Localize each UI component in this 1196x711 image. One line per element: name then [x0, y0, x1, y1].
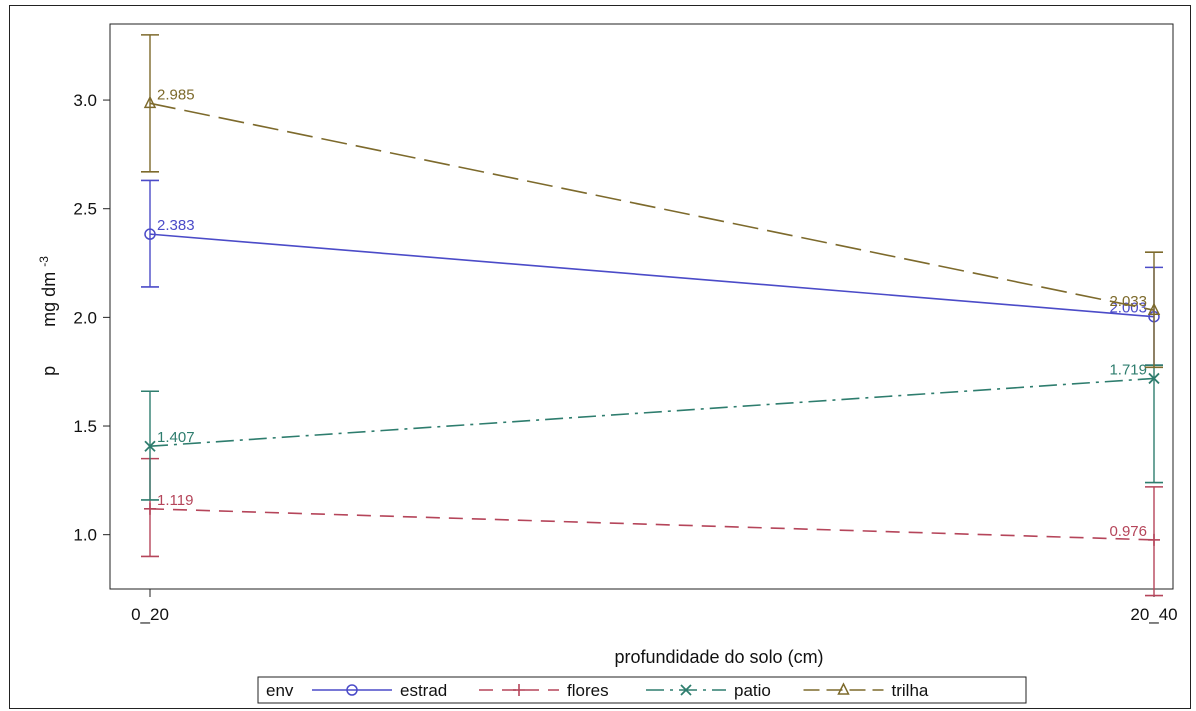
series-estrad: 2.383 2.003 [141, 179, 1163, 366]
y-axis-title: p mg dm -3 [37, 256, 59, 376]
series-patio: 1.407 1.719 [141, 361, 1163, 501]
legend-item-patio: patio [646, 681, 771, 700]
data-label-patio: 1.719 [1109, 361, 1147, 378]
legend-marker-flores [513, 684, 525, 696]
legend-marker-patio [680, 684, 692, 696]
x-axis-title: profundidade do solo (cm) [614, 647, 823, 667]
point-marker-flores [144, 502, 156, 515]
x-marker-b [680, 684, 692, 696]
legend-item-estrad: estrad [312, 681, 447, 700]
y-axis-unit-exponent: -3 [37, 256, 51, 267]
legend-item-flores: flores [479, 681, 609, 700]
legend-label-estrad: estrad [400, 681, 447, 700]
triangle-marker-shape [143, 95, 157, 109]
plot-area-border [109, 23, 1174, 590]
point-marker-patio [144, 440, 156, 452]
point-marker-trilha [1147, 302, 1161, 315]
data-label-trilha: 2.985 [157, 86, 195, 103]
data-label-trilha: 2.033 [1109, 293, 1147, 310]
data-label-estrad: 2.003 [1109, 300, 1147, 317]
legend-marker-estrad [346, 684, 358, 696]
error-bar-patio [1145, 364, 1163, 484]
x-tick-label: 0_20 [131, 605, 169, 624]
series-line-patio [149, 377, 1155, 448]
x-axis: 0_20 20_40 [131, 589, 1178, 624]
point-marker-patio [1148, 372, 1160, 385]
triangle-marker-shape [1147, 302, 1161, 315]
legend: env estrad flores patio trilha [257, 676, 1027, 704]
point-marker-flores [1148, 533, 1160, 546]
point-marker-estrad [144, 228, 156, 240]
data-label-flores: 1.119 [157, 492, 193, 509]
legend-label-patio: patio [734, 681, 771, 700]
x-tick-label: 20_40 [1130, 605, 1177, 624]
triangle-marker-shape [837, 682, 850, 695]
legend-label-flores: flores [567, 681, 609, 700]
series-line-estrad [149, 233, 1155, 318]
y-axis: 1.0 1.5 2.0 2.5 3.0 [73, 91, 110, 545]
y-tick-label: 2.0 [73, 308, 97, 327]
x-marker-b [1148, 372, 1160, 385]
data-label-estrad: 2.383 [157, 217, 195, 234]
y-tick-label: 2.5 [73, 200, 97, 219]
legend-item-trilha: trilha [803, 681, 929, 700]
series-flores: 1.119 0.976 [141, 457, 1163, 597]
y-tick-label: 1.0 [73, 526, 97, 545]
data-label-patio: 1.407 [157, 429, 195, 446]
series-line-trilha [149, 102, 1155, 311]
error-bar-estrad [141, 179, 159, 288]
svg-text:p mg dm -3: p mg dm -3 [37, 256, 59, 376]
y-tick-label: 3.0 [73, 91, 97, 110]
data-label-flores: 0.976 [1109, 523, 1147, 540]
point-marker-trilha [143, 95, 157, 109]
circle-marker-shape [346, 684, 358, 696]
legend-label-trilha: trilha [892, 681, 929, 700]
chart-frame [9, 5, 1191, 709]
y-axis-unit: mg dm [39, 272, 59, 327]
legend-title: env [266, 681, 294, 700]
circle-marker-shape [144, 228, 156, 240]
y-tick-label: 1.5 [73, 417, 97, 436]
legend-marker-trilha [837, 682, 850, 695]
series-line-flores [149, 508, 1155, 541]
series-trilha: 2.985 2.033 [141, 34, 1163, 369]
series-layer: 2.383 2.003 1.119 0.976 1.407 1.719 2.985 2.033 [141, 34, 1163, 597]
y-axis-symbol: p [39, 366, 59, 376]
x-marker-b [144, 440, 156, 452]
